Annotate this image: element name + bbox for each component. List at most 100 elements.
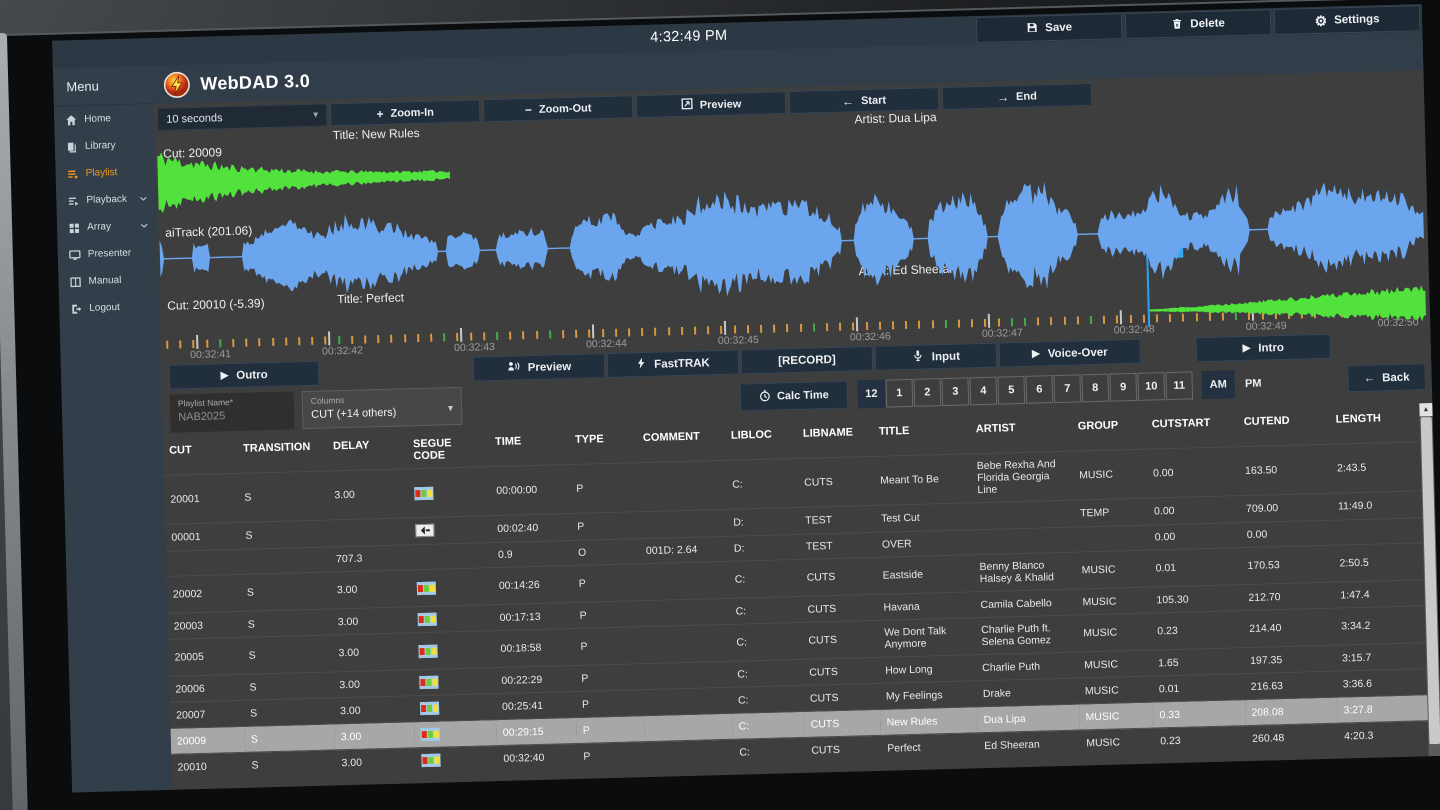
cell-artist: Bebe Rexha And Florida Georgia Line <box>976 458 1056 497</box>
hour-button-8[interactable]: 8 <box>1081 373 1110 403</box>
logout-icon <box>70 303 82 315</box>
calc-time-button[interactable]: Calc Time <box>739 380 849 412</box>
hour-button-9[interactable]: 9 <box>1109 372 1138 402</box>
cell-length: 1:47.4 <box>1340 588 1370 602</box>
hour-button-2[interactable]: 2 <box>913 378 942 407</box>
hour-button-3[interactable]: 3 <box>941 377 970 407</box>
column-header-libloc[interactable]: LIBLOC <box>730 428 773 442</box>
webdad-logo-icon <box>163 71 191 99</box>
cell-type: P <box>576 482 584 495</box>
manual-icon <box>69 276 81 288</box>
cell-segue <box>411 605 494 633</box>
save-button[interactable]: Save <box>975 13 1123 44</box>
record-button[interactable]: [RECORD] <box>740 345 874 375</box>
table-row-00001[interactable]: 00001 S 00:02:40 P D: TEST Test Cut TEMP 0.00 709… <box>165 490 1425 552</box>
sidebar-item-library[interactable]: Library <box>55 131 156 161</box>
column-header-artist[interactable]: ARTIST <box>975 422 1016 436</box>
intro-button[interactable]: ▶ Intro <box>1195 333 1332 363</box>
cell-libname: TEST <box>805 514 833 527</box>
cell-cutend: 0.00 <box>1246 528 1268 541</box>
cell-cutend: 163.50 <box>1244 464 1278 478</box>
cell-time: 00:29:15 <box>502 725 544 739</box>
column-header-time[interactable]: TIME <box>494 435 522 449</box>
playlist-name-field[interactable]: Playlist Name* NAB2025 <box>169 391 295 433</box>
form-time-row: Playlist Name* NAB2025 Columns CUT (+14 … <box>162 359 1433 437</box>
preview-audition-button[interactable]: Preview <box>472 353 606 382</box>
hour-button-1[interactable]: 1 <box>885 378 914 408</box>
column-header-length[interactable]: LENGTH <box>1335 412 1382 426</box>
sidebar-item-playlist[interactable]: Playlist <box>55 158 156 188</box>
cell-title: Havana <box>883 600 920 614</box>
segue-code-color-icon <box>419 701 440 716</box>
hour-button-7[interactable]: 7 <box>1053 374 1082 404</box>
cell-group <box>1074 525 1149 552</box>
cell-group: MUSIC <box>1083 626 1118 640</box>
cell-cutstart: 0.00 <box>1153 504 1175 518</box>
column-header-cutend[interactable]: CUTEND <box>1243 414 1290 429</box>
column-header-cut[interactable]: CUT <box>168 444 192 457</box>
preview-window-icon <box>681 98 693 113</box>
cell-transition <box>240 547 331 574</box>
column-header-group[interactable]: GROUP <box>1077 419 1119 433</box>
fasttrak-button[interactable]: FastTRAK <box>606 349 740 379</box>
hour-button-5[interactable]: 5 <box>997 375 1026 405</box>
delete-button[interactable]: x Delete <box>1124 9 1272 40</box>
sidebar-item-label: Manual <box>88 274 122 287</box>
sidebar-item-logout[interactable]: Logout <box>59 293 160 323</box>
segue-code-color-icon <box>419 675 439 690</box>
column-header-segue[interactable]: SEGUE CODE <box>412 437 452 463</box>
cell-delay <box>329 518 410 547</box>
cell-segue <box>414 694 497 722</box>
hour-button-12[interactable]: 12 <box>857 379 886 409</box>
settings-label: Settings <box>1333 13 1380 27</box>
segue-code-color-icon <box>417 612 437 627</box>
settings-button[interactable]: ⚙ Settings <box>1273 5 1421 36</box>
column-header-transition[interactable]: TRANSITION <box>242 440 311 455</box>
home-icon <box>65 114 77 126</box>
column-header-comment[interactable]: COMMENT <box>642 430 700 445</box>
cell-length: 3:34.2 <box>1341 619 1371 633</box>
cell-transition: S <box>244 491 252 504</box>
column-header-type[interactable]: TYPE <box>574 433 604 446</box>
cell-segue <box>408 467 491 518</box>
cell-cutend: 170.53 <box>1247 559 1280 572</box>
scroll-up-button[interactable]: ▲ <box>1419 402 1433 417</box>
sidebar-item-home[interactable]: Home <box>54 104 155 134</box>
hour-button-6[interactable]: 6 <box>1025 375 1054 404</box>
cell-time: 00:32:40 <box>503 751 545 765</box>
cell-segue <box>414 720 497 748</box>
sidebar-item-playback[interactable]: Playback <box>56 185 157 215</box>
cell-length: 3:27.8 <box>1343 703 1373 716</box>
cell-cutend: 709.00 <box>1245 502 1279 516</box>
segue-code-color-icon <box>420 727 440 742</box>
cell-delay: 3.00 <box>337 615 359 628</box>
sidebar-item-presenter[interactable]: Presenter <box>58 239 159 269</box>
cell-cut: 20003 <box>173 619 204 633</box>
hour-button-4[interactable]: 4 <box>969 376 998 406</box>
cell-title: How Long <box>885 662 933 677</box>
cell-type: P <box>581 698 590 711</box>
columns-select[interactable]: Columns CUT (+14 others) ▾ <box>301 386 463 430</box>
pm-button[interactable]: PM <box>1236 369 1271 399</box>
sidebar-item-manual[interactable]: Manual <box>58 266 159 296</box>
transport-row: ▶ Outro Preview <box>161 329 1431 393</box>
column-header-cutstart[interactable]: CUTSTART <box>1151 416 1211 431</box>
waveform-canvas[interactable]: Cut: 20009 Title: New Rules Artist: Dua … <box>155 97 1431 363</box>
column-header-title[interactable]: TITLE <box>878 424 910 438</box>
preview-window-button[interactable]: Preview <box>635 91 787 119</box>
cell-artist: Benny Blanco Halsey & Khalid <box>979 559 1055 586</box>
columns-label: Columns <box>310 395 345 406</box>
column-header-libname[interactable]: LIBNAME <box>802 426 854 440</box>
outro-button[interactable]: ▶ Outro <box>168 360 320 390</box>
input-button[interactable]: Input <box>874 342 998 371</box>
cell-delay: 3.00 <box>341 756 363 769</box>
voice-over-button[interactable]: ▶ Voice-Over <box>998 338 1142 368</box>
am-button[interactable]: AM <box>1201 370 1236 400</box>
columns-value: CUT (+14 others) <box>311 406 397 421</box>
column-header-delay[interactable]: DELAY <box>332 439 370 453</box>
hour-button-11[interactable]: 11 <box>1165 371 1194 401</box>
hour-button-10[interactable]: 10 <box>1137 372 1166 401</box>
sidebar-item-array[interactable]: Array <box>57 212 158 242</box>
back-button[interactable]: ← Back <box>1347 363 1426 393</box>
cell-length: 3:15.7 <box>1341 651 1372 664</box>
